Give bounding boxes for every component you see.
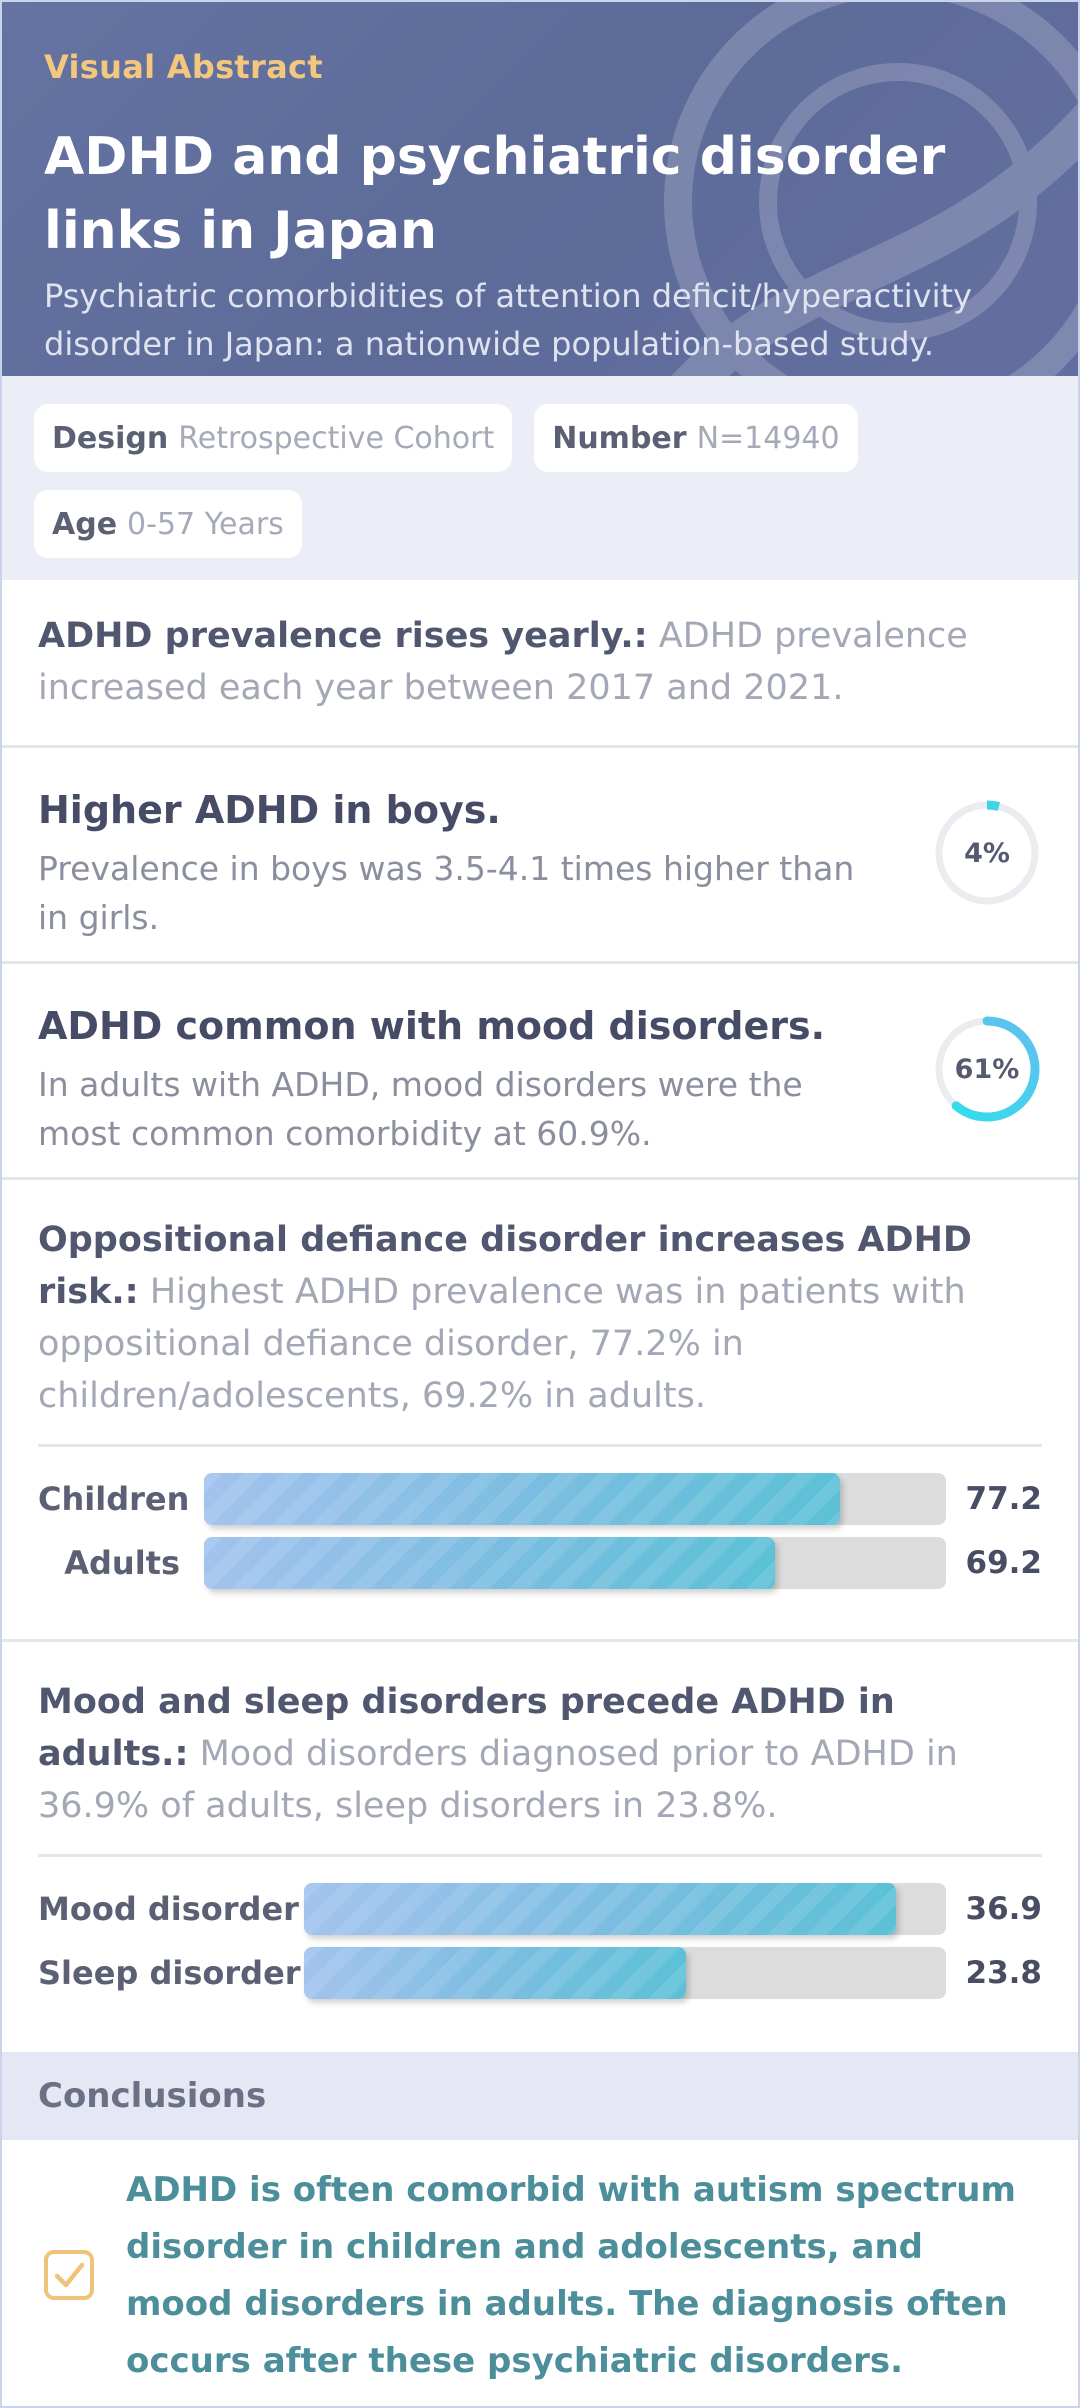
bar-track — [304, 1947, 946, 1999]
tag-value: 0-57 Years — [127, 506, 284, 542]
bar-value-label: 36.9 — [965, 1891, 1043, 1927]
bar-category-label: Sleep disorder — [38, 1954, 301, 1992]
bar-track — [204, 1473, 946, 1525]
finding-body: Highest ADHD prevalence was in patients … — [38, 1272, 966, 1416]
page-subtitle: Psychiatric comorbidities of attention d… — [44, 277, 972, 363]
tag-age: Age 0-57 Years — [34, 490, 302, 558]
tag-number: Number N=14940 — [534, 404, 858, 472]
tag-key: Number — [552, 420, 687, 456]
tag-value: Retrospective Cohort — [178, 420, 495, 456]
ring-progress-arc — [934, 1016, 1040, 1122]
finding-title: ADHD common with mood disorders. — [38, 1004, 826, 1048]
finding-body: Prevalence in boys was 3.5-4.1 times hig… — [38, 849, 855, 937]
bar-category-label: Children — [38, 1480, 190, 1518]
bar-chart-precede: Mood disorder 36.9 Sleep disorder 23.8 — [38, 1877, 1042, 2005]
bar-value-label: 77.2 — [965, 1481, 1043, 1517]
ring-progress-arc — [934, 800, 1040, 906]
study-tags: Design Retrospective Cohort Number N=149… — [2, 376, 1078, 580]
finding-prevalence: ADHD prevalence rises yearly.: ADHD prev… — [2, 580, 1078, 748]
ring-label: 4% — [964, 837, 1010, 869]
conclusions-heading: Conclusions — [2, 2052, 1078, 2140]
divider — [38, 1444, 1042, 1447]
percent-ring-mood: 61% — [932, 1014, 1042, 1124]
bar-category-label: Adults — [64, 1544, 180, 1582]
finding-body: ADHD prevalence increased each year betw… — [38, 616, 968, 708]
checkbox-checked-icon — [44, 2250, 94, 2300]
bar-row: Children 77.2 — [38, 1467, 1042, 1531]
finding-lead: Oppositional defiance disorder increases… — [38, 1220, 972, 1312]
bar — [204, 1537, 775, 1589]
finding-lead: ADHD prevalence rises yearly.: — [38, 616, 648, 656]
finding-text: Oppositional defiance disorder increases… — [38, 1214, 1042, 1422]
bar — [304, 1883, 896, 1935]
finding-body: In adults with ADHD, mood disorders were… — [38, 1065, 803, 1153]
bar-track — [304, 1883, 946, 1935]
finding-odd: Oppositional defiance disorder increases… — [2, 1180, 1078, 1642]
bar-row: Adults 69.2 — [38, 1531, 1042, 1595]
bar — [304, 1947, 686, 1999]
conclusions-body: ADHD is often comorbid with autism spect… — [2, 2140, 1078, 2406]
percent-ring-boys: 4% — [932, 798, 1042, 908]
finding-boys: Higher ADHD in boys. Prevalence in boys … — [2, 748, 1078, 964]
bar-row: Sleep disorder 23.8 — [38, 1941, 1042, 2005]
conclusions-text: ADHD is often comorbid with autism spect… — [126, 2170, 1016, 2381]
ring-label: 61% — [954, 1053, 1020, 1085]
tag-design: Design Retrospective Cohort — [34, 404, 513, 472]
header-decoration — [664, 2, 1078, 376]
finding-body: Mood disorders diagnosed prior to ADHD i… — [38, 1734, 958, 1826]
tag-key: Age — [52, 506, 118, 542]
bar — [204, 1473, 840, 1525]
page-title: ADHD and psychiatric disorder links in J… — [44, 127, 946, 261]
finding-text: Mood and sleep disorders precede ADHD in… — [38, 1676, 1042, 1832]
bar-track — [204, 1537, 946, 1589]
tag-key: Design — [52, 420, 169, 456]
bar-value-label: 69.2 — [965, 1545, 1043, 1581]
finding-title: Higher ADHD in boys. — [38, 788, 501, 832]
divider — [38, 1854, 1042, 1857]
bar-row: Mood disorder 36.9 — [38, 1877, 1042, 1941]
finding-lead: Mood and sleep disorders precede ADHD in… — [38, 1682, 895, 1774]
finding-text: ADHD prevalence rises yearly.: ADHD prev… — [38, 610, 1042, 714]
bar-category-label: Mood disorder — [38, 1890, 299, 1928]
bar-chart-odd: Children 77.2 Adults 69.2 — [38, 1467, 1042, 1595]
finding-mood: ADHD common with mood disorders. In adul… — [2, 964, 1078, 1180]
bar-value-label: 23.8 — [965, 1955, 1043, 1991]
header-banner: Visual Abstract ADHD and psychiatric dis… — [2, 2, 1078, 376]
tag-value: N=14940 — [696, 420, 840, 456]
visual-abstract-label: Visual Abstract — [44, 48, 323, 86]
finding-precede: Mood and sleep disorders precede ADHD in… — [2, 1642, 1078, 2052]
